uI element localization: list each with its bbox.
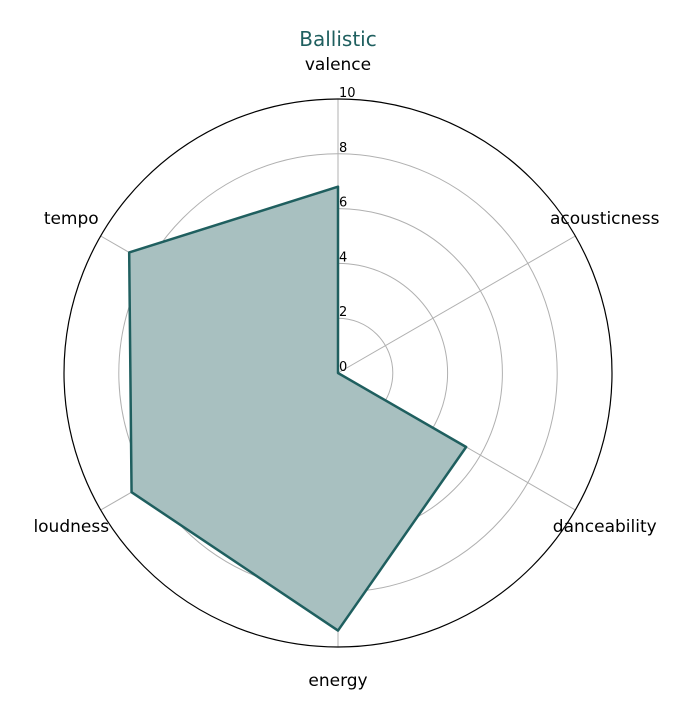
outer-circle	[63, 98, 613, 648]
r-tick-0: 0	[339, 360, 347, 375]
r-tick-10: 10	[339, 86, 356, 101]
r-tick-4: 4	[339, 250, 347, 265]
axis-label-energy: energy	[308, 671, 367, 691]
series-fill	[129, 186, 467, 631]
chart-title: Ballistic	[299, 27, 376, 51]
axis-label-loudness: loudness	[33, 517, 109, 537]
axis-label-danceability: danceability	[553, 517, 657, 537]
r-tick-6: 6	[339, 196, 347, 211]
axis-label-valence: valence	[305, 55, 371, 75]
series-line	[127, 185, 468, 632]
data-layer	[127, 185, 468, 632]
tick-layer: 0 2 4 6 8 10	[339, 86, 356, 375]
r-tick-8: 8	[339, 141, 347, 156]
label-layer: valence acousticness danceability energy lou…	[33, 55, 659, 691]
axis-label-tempo: tempo	[44, 209, 99, 229]
r-tick-2: 2	[339, 305, 347, 320]
axis-label-acousticness: acousticness	[550, 209, 660, 229]
spoke-acousticness	[337, 235, 576, 374]
